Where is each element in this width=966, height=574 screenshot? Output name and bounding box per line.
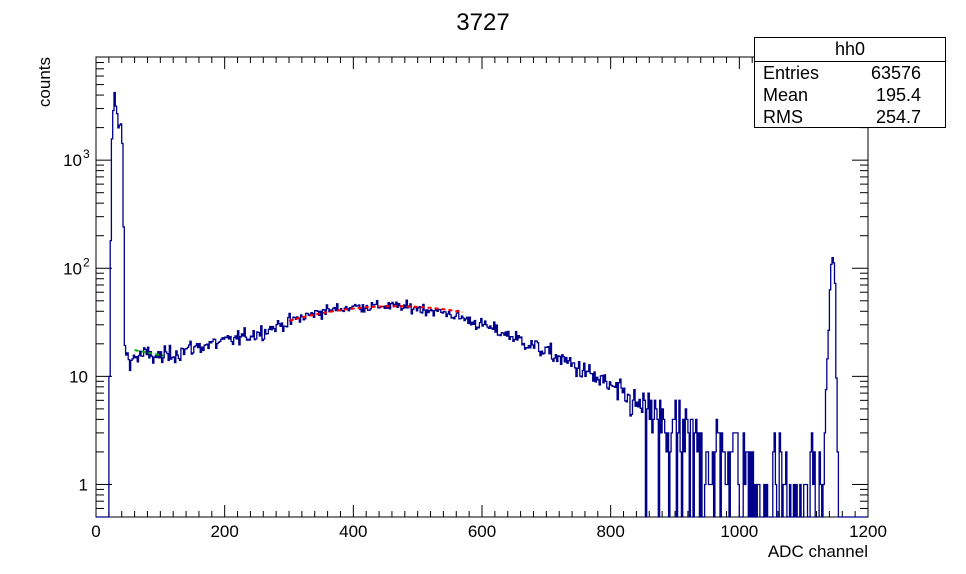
stats-label: RMS: [763, 107, 803, 127]
stats-box-title: hh0: [755, 38, 945, 62]
stats-box: hh0 Entries 63576 Mean 195.4 RMS 254.7: [754, 37, 946, 128]
x-tick-label: 200: [210, 522, 238, 541]
y-tick-label: 10: [69, 367, 88, 386]
histogram-line: [96, 91, 868, 518]
fit-curve: [134, 349, 164, 357]
stats-value: 195.4: [875, 85, 921, 105]
y-axis-label: counts: [35, 57, 54, 107]
stats-row-rms: RMS 254.7: [755, 106, 945, 128]
stats-label: Entries: [763, 63, 820, 83]
x-tick-label: 1000: [720, 522, 758, 541]
stats-value: 254.7: [875, 107, 921, 127]
y-tick-label: 10: [63, 151, 82, 170]
plot-frame: [95, 56, 869, 518]
x-axis-label: ADC channel: [768, 542, 868, 561]
histogram: [96, 91, 868, 518]
y-tick-label: 10: [63, 259, 82, 278]
y-tick-label: 1: [79, 475, 88, 494]
x-tick-label: 800: [596, 522, 624, 541]
x-axis: 0 200 400 600 800 1000 1200: [91, 57, 887, 541]
fit-curve: [288, 305, 463, 322]
x-tick-label: 400: [339, 522, 367, 541]
fit-curves: [134, 305, 463, 357]
x-tick-label: 0: [91, 522, 100, 541]
y-tick-exponent: 3: [83, 147, 90, 161]
stats-row-entries: Entries 63576: [755, 62, 945, 84]
stats-label: Mean: [763, 85, 809, 105]
x-tick-label: 1200: [849, 522, 887, 541]
stats-row-mean: Mean 195.4: [755, 84, 945, 106]
chart-title: 3727: [456, 9, 509, 36]
x-tick-label: 600: [468, 522, 496, 541]
stats-value: 63576: [870, 63, 921, 83]
y-tick-exponent: 2: [83, 255, 90, 269]
